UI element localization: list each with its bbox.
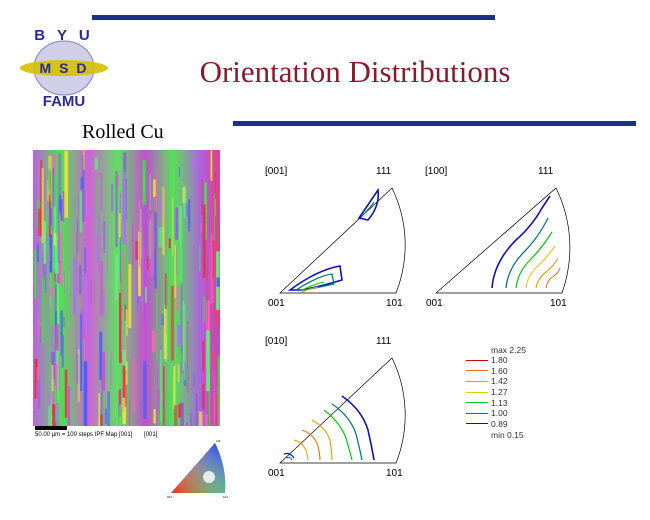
middle-rule bbox=[233, 121, 636, 126]
legend-line-swatch bbox=[466, 380, 488, 382]
pole-figure-100: [100] 111 001 101 bbox=[425, 166, 571, 309]
logo-bottom-text: FAMU bbox=[43, 93, 86, 110]
legend-line-swatch bbox=[466, 423, 488, 425]
legend-row: 0.89 bbox=[466, 419, 526, 430]
map-caption: 50.00 µm = 100 steps IPF Map [001] [001] bbox=[35, 432, 157, 438]
legend-line-swatch bbox=[466, 359, 488, 361]
legend-value: 1.27 bbox=[491, 387, 508, 398]
key-label-101: 101 bbox=[223, 495, 228, 499]
legend-row: 1.42 bbox=[466, 376, 526, 387]
map-title: Rolled Cu bbox=[82, 121, 164, 143]
pf2-label-001: 001 bbox=[426, 298, 443, 309]
pf3-label-101: 101 bbox=[386, 468, 403, 479]
pf1-label-001: 001 bbox=[268, 298, 285, 309]
pf2-label-111: 111 bbox=[538, 166, 554, 177]
scale-bar bbox=[35, 426, 67, 430]
legend-row: 1.80 bbox=[466, 355, 526, 366]
legend-line-swatch bbox=[466, 402, 488, 404]
pf3-label-111: 111 bbox=[376, 336, 392, 347]
legend-line-swatch bbox=[466, 370, 488, 372]
logo-middle-text: M S D bbox=[40, 60, 89, 76]
key-label-111: 111 bbox=[216, 439, 221, 443]
map-caption-text: 50.00 µm = 100 steps IPF Map [001] bbox=[35, 432, 133, 438]
pf2-direction-label: [100] bbox=[425, 166, 447, 177]
pf1-direction-label: [001] bbox=[265, 166, 287, 177]
legend-levels: 1.80 1.60 1.42 1.27 1.13 1.00 0.89 bbox=[466, 355, 526, 429]
map-caption-small: [001] bbox=[144, 432, 158, 438]
legend-row: 1.00 bbox=[466, 408, 526, 419]
legend-value: 1.60 bbox=[491, 365, 508, 376]
pf3-label-001: 001 bbox=[268, 468, 285, 479]
legend-value: 1.42 bbox=[491, 376, 508, 387]
logo-top-text: B Y U bbox=[34, 27, 93, 44]
pole-figure-001: [001] 111 001 101 bbox=[265, 166, 406, 309]
pf2-label-101: 101 bbox=[550, 298, 567, 309]
legend-value: 1.80 bbox=[491, 355, 508, 366]
ipf-orientation-map bbox=[33, 150, 220, 426]
contour-legend: max 2.25 1.80 1.60 1.42 1.27 1.13 1.00 0.89 mi… bbox=[466, 344, 526, 440]
legend-max: max 2.25 bbox=[491, 344, 526, 355]
legend-value: 0.89 bbox=[491, 418, 508, 429]
legend-min: min 0.15 bbox=[491, 429, 524, 440]
pf3-direction-label: [010] bbox=[265, 336, 287, 347]
key-label-001: 001 bbox=[167, 495, 172, 499]
pf1-label-111: 111 bbox=[376, 166, 392, 177]
pf1-label-101: 101 bbox=[386, 298, 403, 309]
legend-line-swatch bbox=[466, 412, 488, 414]
legend-line-swatch bbox=[466, 391, 488, 393]
legend-row: 1.60 bbox=[466, 366, 526, 377]
legend-value: 1.00 bbox=[491, 408, 508, 419]
legend-value: 1.13 bbox=[491, 397, 508, 408]
pole-figure-010: [010] 111 001 101 bbox=[265, 336, 406, 479]
legend-row: 1.13 bbox=[466, 397, 526, 408]
legend-row: 1.27 bbox=[466, 387, 526, 398]
slide-title: Orientation Distributions bbox=[199, 54, 511, 89]
ipf-color-key: 111 001 101 bbox=[167, 439, 228, 499]
byu-msd-famu-logo: B Y U M S D FAMU bbox=[20, 27, 108, 110]
top-rule bbox=[92, 15, 495, 20]
